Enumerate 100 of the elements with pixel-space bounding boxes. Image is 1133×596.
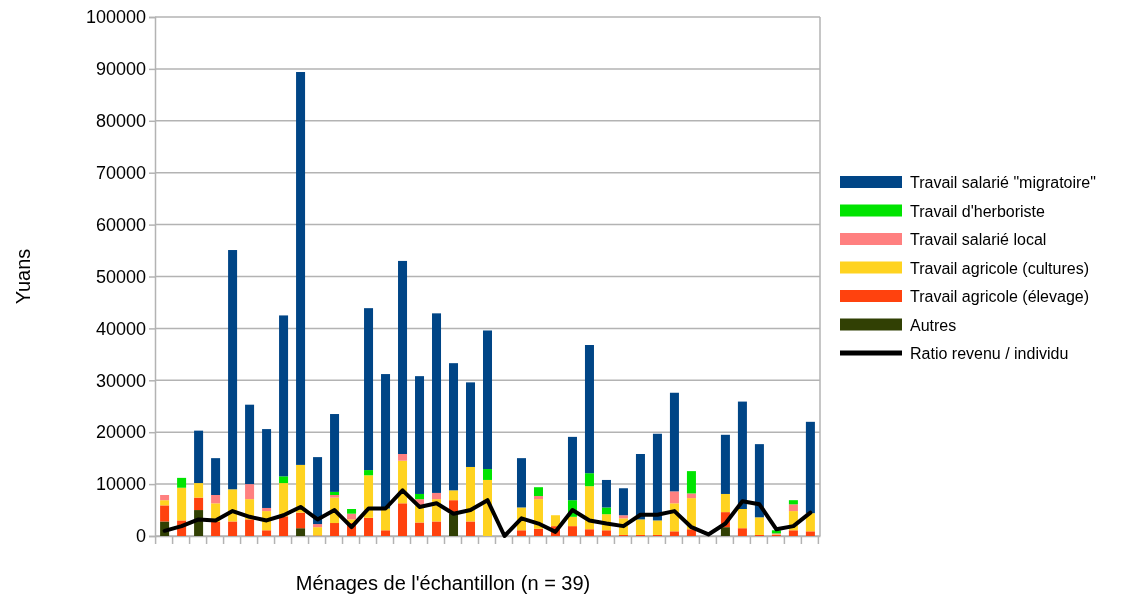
bar bbox=[449, 490, 459, 501]
bar bbox=[245, 484, 255, 500]
legend-label: Autres bbox=[910, 316, 957, 334]
bar bbox=[635, 519, 645, 535]
bar bbox=[533, 496, 543, 500]
bar bbox=[584, 473, 594, 487]
bar bbox=[669, 531, 679, 536]
y-axis-title: Yuans bbox=[12, 248, 34, 305]
bar bbox=[533, 528, 543, 536]
bar bbox=[398, 454, 408, 461]
bar bbox=[279, 315, 289, 477]
bar bbox=[669, 392, 679, 492]
bar bbox=[364, 470, 374, 476]
bar bbox=[601, 530, 611, 536]
bar bbox=[686, 529, 696, 536]
bar bbox=[160, 495, 170, 501]
bar bbox=[330, 523, 340, 536]
bar bbox=[330, 414, 340, 492]
bar bbox=[516, 530, 526, 536]
bar bbox=[313, 524, 323, 528]
y-tick-label: 40000 bbox=[95, 318, 146, 339]
bar bbox=[381, 530, 391, 536]
bar bbox=[618, 515, 628, 519]
bar bbox=[211, 521, 221, 536]
bar bbox=[737, 509, 747, 529]
bar bbox=[720, 527, 730, 536]
bar bbox=[635, 454, 645, 520]
bar bbox=[347, 509, 357, 514]
bar bbox=[601, 507, 611, 515]
bar bbox=[211, 495, 221, 504]
y-tick-label: 80000 bbox=[95, 111, 146, 132]
bar bbox=[330, 491, 340, 495]
bar bbox=[415, 376, 425, 494]
bar bbox=[194, 483, 204, 498]
bar bbox=[584, 486, 594, 530]
bar bbox=[483, 330, 492, 470]
bar bbox=[279, 476, 289, 484]
bar bbox=[567, 516, 577, 527]
bar bbox=[449, 513, 459, 536]
bar bbox=[262, 507, 272, 512]
bar bbox=[432, 521, 442, 536]
bar bbox=[245, 519, 255, 536]
bar bbox=[364, 308, 374, 471]
bar bbox=[567, 526, 577, 536]
x-axis-title: Ménages de l'échantillon (n = 39) bbox=[295, 572, 591, 594]
legend-label: Travail d'herboriste bbox=[910, 202, 1046, 220]
bar bbox=[567, 436, 577, 501]
bar bbox=[279, 483, 289, 517]
bar bbox=[754, 444, 764, 518]
bar bbox=[194, 497, 204, 511]
bar bbox=[194, 430, 204, 484]
y-tick-label: 50000 bbox=[95, 266, 146, 287]
bar bbox=[262, 429, 272, 508]
y-tick-label: 20000 bbox=[95, 422, 146, 443]
bar bbox=[364, 517, 374, 536]
legend-label: Travail salarié local bbox=[910, 231, 1047, 248]
bar bbox=[160, 500, 170, 506]
y-tick-label: 60000 bbox=[95, 214, 146, 235]
bar bbox=[466, 466, 476, 522]
bar bbox=[211, 458, 221, 495]
legend-label: Travail salarié "migratoire" bbox=[910, 174, 1096, 191]
y-tick-label: 0 bbox=[135, 526, 146, 547]
bar bbox=[737, 401, 747, 510]
bar bbox=[398, 260, 408, 454]
bar bbox=[550, 515, 560, 527]
bar bbox=[330, 495, 340, 498]
bar bbox=[398, 503, 408, 536]
bar bbox=[313, 457, 323, 525]
bar bbox=[449, 363, 459, 491]
bar bbox=[296, 528, 306, 536]
bar bbox=[584, 529, 594, 536]
bar bbox=[160, 505, 170, 522]
bar bbox=[415, 522, 425, 536]
y-tick-label: 100000 bbox=[85, 7, 146, 28]
bar bbox=[686, 493, 696, 499]
bar bbox=[381, 374, 391, 509]
bar bbox=[720, 493, 730, 513]
bar bbox=[754, 517, 764, 535]
legend-label: Travail agricole (élevage) bbox=[910, 288, 1090, 305]
y-tick-label: 10000 bbox=[95, 474, 146, 495]
legend-label: Ratio revenu / individu bbox=[910, 345, 1069, 362]
bar bbox=[686, 471, 696, 494]
bar bbox=[737, 528, 747, 536]
bar bbox=[177, 487, 187, 521]
y-tick-label: 30000 bbox=[95, 370, 146, 391]
bar bbox=[177, 477, 187, 488]
bar bbox=[466, 382, 476, 467]
bar bbox=[805, 421, 815, 514]
bar bbox=[432, 492, 442, 500]
bar bbox=[313, 527, 323, 536]
bar bbox=[466, 521, 476, 536]
bar bbox=[516, 458, 526, 508]
bar bbox=[415, 493, 425, 500]
bar bbox=[805, 531, 815, 536]
bar bbox=[618, 488, 628, 516]
bar bbox=[228, 250, 238, 490]
bar bbox=[788, 530, 798, 536]
bar bbox=[601, 479, 611, 508]
bar bbox=[720, 434, 730, 494]
bar bbox=[381, 508, 391, 531]
